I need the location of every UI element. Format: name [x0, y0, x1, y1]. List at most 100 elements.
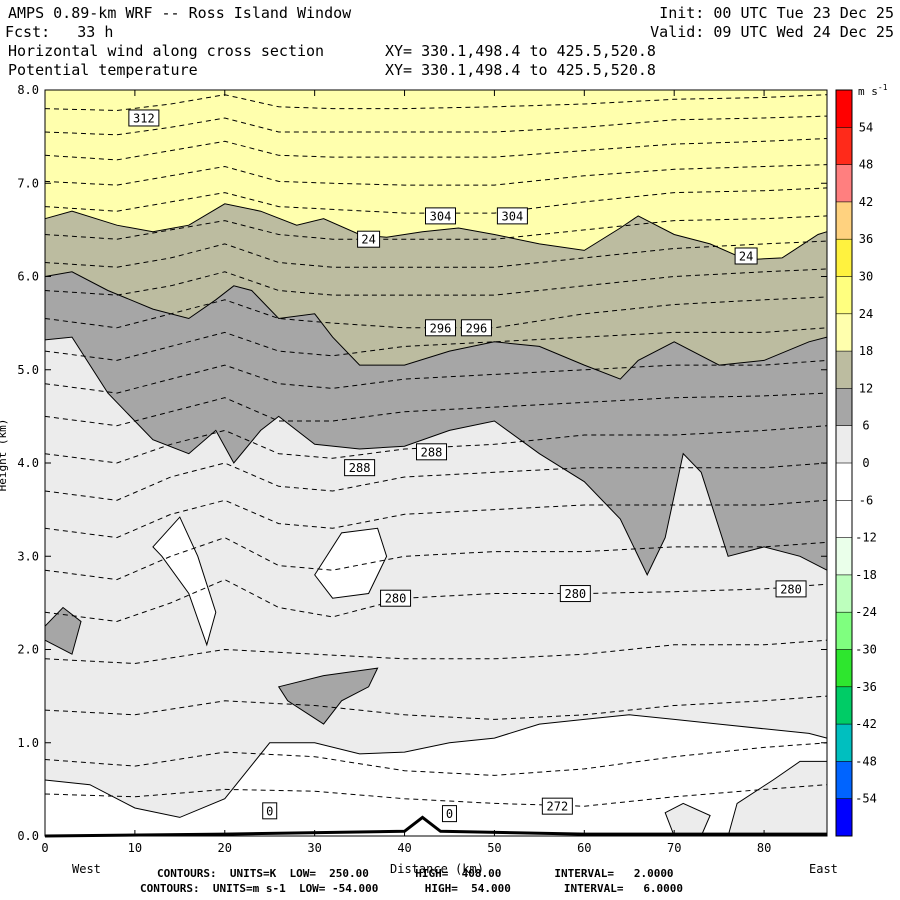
colorbar-swatch — [836, 761, 852, 799]
theta-contour-286 — [44, 462, 828, 501]
colorbar-label: 36 — [859, 232, 873, 246]
wind-label-box — [441, 805, 457, 823]
header-forecast-hour: Fcst: 33 h — [5, 23, 114, 41]
colorbar-label: -36 — [855, 680, 877, 694]
theta-contour-282 — [44, 537, 828, 581]
colorbar-swatch — [836, 201, 852, 240]
theta-label: 280 — [385, 592, 407, 606]
footer-theta-contours: CONTOURS: UNITS=K LOW= 250.00 HIGH= 408.… — [157, 867, 674, 880]
colorbar-label: -30 — [855, 643, 877, 657]
theta-label-box — [424, 207, 456, 225]
colorbar-swatch — [836, 686, 852, 725]
x-tick-label: 40 — [397, 841, 411, 855]
wind-region-2 — [152, 516, 217, 647]
colorbar-label: 30 — [859, 270, 873, 284]
colorbar-swatch — [836, 463, 852, 501]
wind-label-box — [734, 247, 758, 265]
colorbar-units: m s-1 — [858, 83, 888, 98]
theta-contour-288 — [44, 425, 828, 464]
theta-contour-298 — [44, 268, 828, 296]
potential-temperature-contours — [44, 94, 828, 807]
x-tick-label: 0 — [41, 841, 48, 855]
theta-contour-296 — [44, 296, 828, 329]
terrain — [44, 815, 827, 838]
x-tick-label: 70 — [667, 841, 681, 855]
theta-label: 280 — [780, 582, 802, 596]
y-axis-title: Height (km) — [0, 419, 9, 492]
theta-label: 304 — [502, 209, 524, 223]
header-init-time: Init: 00 UTC Tue 23 Dec 25 — [659, 4, 894, 22]
header-field2-xy: XY= 330.1,498.4 to 425.5,520.8 — [385, 61, 656, 79]
terrain-line — [44, 815, 827, 838]
x-tick-label: 50 — [487, 841, 501, 855]
theta-contour-292 — [44, 359, 828, 394]
colorbar-swatch — [836, 351, 852, 389]
y-tick-label: 8.0 — [17, 83, 39, 97]
theta-label-box — [775, 580, 807, 598]
colorbar-label: -24 — [855, 605, 877, 619]
colorbar-swatch — [836, 164, 852, 202]
y-tick-label: 0.0 — [17, 829, 39, 843]
theta-label-box — [496, 207, 528, 225]
colorbar-label: -54 — [855, 792, 877, 806]
colorbar-label: 42 — [859, 195, 873, 209]
x-tick-label: 20 — [218, 841, 232, 855]
theta-label-box — [344, 459, 376, 477]
wind-speed-isolated-regions — [44, 516, 828, 837]
colorbar-label: -48 — [855, 754, 877, 768]
theta-label: 280 — [564, 587, 586, 601]
wind-label: 0 — [446, 807, 453, 821]
colorbar-label: -18 — [855, 568, 877, 582]
wind-label-box — [262, 802, 278, 820]
colorbar-swatch — [836, 649, 852, 687]
x-end-label-west: West — [72, 862, 101, 876]
theta-contour-304 — [44, 187, 828, 214]
y-tick-label: 7.0 — [17, 176, 39, 190]
y-tick-label: 1.0 — [17, 736, 39, 750]
contour-labels: 312 304 304 296 296 288 288 280 280 280 272 24 24 0 0 — [128, 109, 807, 823]
y-tick-label: 5.0 — [17, 363, 39, 377]
theta-contour-272 — [44, 784, 828, 807]
theta-contour-280 — [44, 579, 828, 623]
colorbar-swatch — [836, 313, 852, 352]
theta-label-box — [460, 319, 492, 337]
colorbar-swatch — [836, 276, 852, 314]
theta-contour-306 — [44, 164, 828, 186]
theta-contour-308 — [44, 138, 828, 161]
theta-contour-276 — [44, 695, 828, 720]
wind-contour-line-1 — [44, 271, 828, 380]
y-tick-label: 4.0 — [17, 456, 39, 470]
colorbar-label: -42 — [855, 717, 877, 731]
x-tick-label: 30 — [307, 841, 321, 855]
header-field1: Horizontal wind along cross section — [8, 42, 325, 60]
colorbar-swatch — [836, 239, 852, 277]
wind-band-0 — [45, 90, 827, 260]
wind-contour-line-2 — [44, 336, 828, 577]
theta-contour-294 — [44, 327, 828, 361]
theta-label: 288 — [421, 445, 443, 459]
colorbar-label: 54 — [859, 120, 873, 134]
theta-contour-274 — [44, 742, 828, 776]
header-title-left: AMPS 0.89-km WRF -- Ross Island Window — [8, 4, 352, 22]
colorbar-label: 48 — [859, 158, 873, 172]
colorbar-swatch — [836, 724, 852, 762]
theta-label-box — [424, 319, 456, 337]
theta-contour-312 — [44, 94, 828, 112]
theta-contour-290 — [44, 392, 828, 427]
x-tick-label: 10 — [128, 841, 142, 855]
theta-label: 288 — [349, 461, 371, 475]
header-field2: Potential temperature — [8, 61, 198, 79]
theta-label: 296 — [430, 321, 452, 335]
colorbar-label: 18 — [859, 344, 873, 358]
theta-label-box — [541, 797, 573, 815]
wind-label: 24 — [739, 249, 753, 263]
y-tick-label: 6.0 — [17, 270, 39, 284]
theta-contour-278 — [44, 639, 828, 665]
colorbar-label: 0 — [862, 456, 869, 470]
theta-contour-300 — [44, 240, 828, 268]
colorbar-swatch — [836, 574, 852, 613]
colorbar-label: -12 — [855, 531, 877, 545]
wind-contour-line-3 — [44, 714, 828, 818]
x-end-label-east: East — [809, 862, 838, 876]
